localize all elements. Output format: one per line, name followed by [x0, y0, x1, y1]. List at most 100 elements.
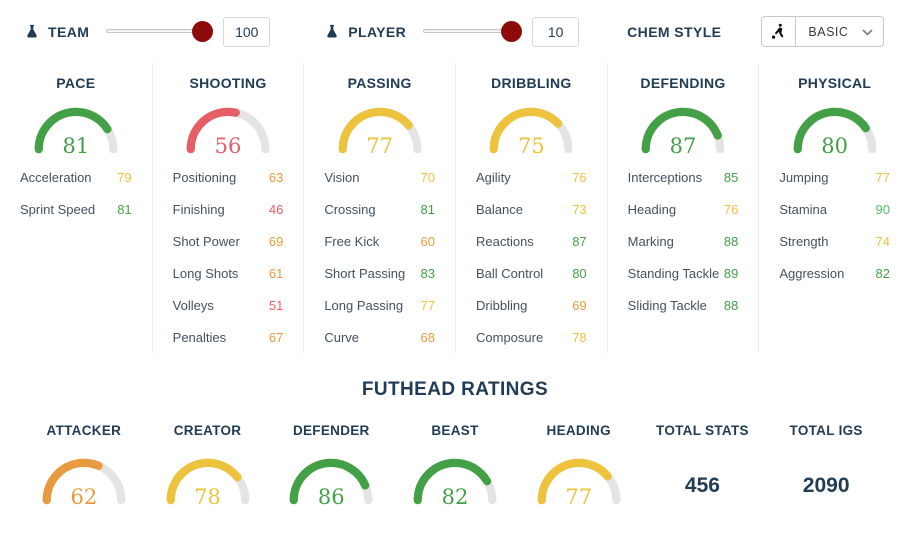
stat-label: Short Passing [324, 265, 406, 281]
stat-label: Long Shots [172, 265, 239, 281]
stat-row: Positioning 63 [153, 161, 304, 193]
stat-row: Sliding Tackle 88 [608, 289, 759, 321]
stat-row: Marking 88 [608, 225, 759, 257]
futhead-rating-attacker: ATTACKER 62 [22, 415, 146, 512]
gauge-value: 77 [366, 134, 394, 158]
futhead-rating-gauge: 77 [533, 454, 625, 509]
stat-label: Balance [476, 201, 523, 217]
stat-value: 77 [420, 297, 435, 313]
chem-style-label: CHEM STYLE [627, 23, 722, 40]
rating-header: ATTACKER [46, 423, 122, 438]
stat-label: Standing Tackle [627, 265, 720, 281]
stat-row: Long Passing 77 [304, 289, 455, 321]
stat-value: 63 [268, 169, 284, 185]
stat-value: 79 [117, 169, 132, 185]
category-column-defending: DEFENDING 87 Interceptions 85 Heading 76 Marki… [606, 63, 759, 353]
futhead-ratings-title: FUTHEAD RATINGS [361, 379, 549, 400]
futhead-rating-defender: DEFENDER 86 [269, 415, 393, 512]
category-column-passing: PASSING 77 Vision 70 Crossing 81 Free Kick 60 Sh… [303, 63, 455, 353]
category-column-pace: PACE 81 Acceleration 79 Sprint Speed 81 [0, 63, 152, 353]
stat-value: 88 [723, 297, 739, 313]
player-value-input[interactable]: 10 [532, 16, 580, 47]
stat-row: Crossing 81 [304, 193, 455, 225]
stat-row: Jumping 77 [759, 161, 910, 193]
category-gauge: 87 [637, 103, 729, 158]
stat-value: 89 [723, 265, 739, 281]
stat-label: Crossing [324, 201, 376, 217]
category-header: PASSING [347, 75, 412, 91]
futhead-rating-beast: BEAST 82 [393, 415, 517, 512]
total-header: TOTAL IGS [789, 423, 863, 438]
stat-list: Positioning 63 Finishing 46 Shot Power 69 Long… [153, 161, 304, 353]
stat-row: Agility 76 [456, 161, 607, 193]
stat-row: Free Kick 60 [304, 225, 455, 257]
category-header: DEFENDING [640, 75, 726, 91]
stat-list: Jumping 77 Stamina 90 Strength 74 Aggression 82 [759, 161, 910, 289]
stat-value: 77 [875, 169, 890, 185]
attribute-categories-grid: PACE 81 Acceleration 79 Sprint Speed 81 SHOOTI… [0, 63, 910, 353]
stat-value: 69 [268, 233, 284, 249]
stat-row: Ball Control 80 [456, 257, 607, 289]
player-slider[interactable] [423, 21, 523, 42]
category-gauge: 56 [182, 103, 274, 158]
rating-header: CREATOR [173, 423, 242, 438]
stat-value: 70 [420, 169, 435, 185]
kicking-player-icon [762, 17, 797, 46]
stat-label: Free Kick [324, 233, 380, 249]
futhead-rating-gauge: 62 [38, 454, 130, 509]
gauge-value: 86 [317, 485, 345, 509]
stat-label: Composure [476, 329, 544, 345]
stat-row: Curve 68 [304, 321, 455, 353]
stat-row: Balance 73 [456, 193, 607, 225]
stat-value: 60 [420, 233, 435, 249]
stat-value: 90 [875, 201, 890, 217]
total-header: TOTAL STATS [656, 423, 749, 438]
futhead-rating-gauge: 82 [409, 454, 501, 509]
stat-row: Acceleration 79 [0, 161, 152, 193]
stat-row: Interceptions 85 [608, 161, 759, 193]
stat-list: Interceptions 85 Heading 76 Marking 88 Standin… [608, 161, 759, 321]
team-slider-handle[interactable] [192, 21, 214, 42]
stat-label: Dribbling [476, 297, 528, 313]
player-slider-handle[interactable] [501, 21, 523, 42]
category-gauge: 75 [485, 103, 577, 158]
gauge-value: 80 [821, 134, 849, 158]
stat-value: 68 [420, 329, 435, 345]
stat-value: 88 [723, 233, 739, 249]
team-value-input[interactable]: 100 [223, 16, 271, 47]
stat-label: Agility [476, 169, 511, 185]
category-gauge: 77 [334, 103, 426, 158]
stat-value: 76 [572, 169, 587, 185]
flask-icon [24, 22, 40, 41]
stat-value: 81 [117, 201, 132, 217]
category-column-dribbling: DRIBBLING 75 Agility 76 Balance 73 Reactions 87… [455, 63, 607, 353]
stat-label: Long Passing [324, 297, 404, 313]
gauge-value: 87 [669, 134, 697, 158]
stat-row: Vision 70 [304, 161, 455, 193]
stat-label: Interceptions [627, 169, 703, 185]
stat-label: Aggression [779, 265, 845, 281]
stat-row: Dribbling 69 [456, 289, 607, 321]
category-gauge: 81 [30, 103, 122, 158]
stat-label: Stamina [779, 201, 828, 217]
stat-row: Shot Power 69 [153, 225, 304, 257]
stat-row: Stamina 90 [759, 193, 910, 225]
gauge-value: 56 [214, 134, 242, 158]
stat-value: 51 [268, 297, 284, 313]
total-value: 2090 [802, 474, 850, 497]
stat-label: Acceleration [20, 169, 92, 185]
futhead-rating-gauge: 86 [285, 454, 377, 509]
category-header: SHOOTING [189, 75, 267, 91]
stat-row: Standing Tackle 89 [608, 257, 759, 289]
team-slider[interactable] [106, 21, 214, 42]
chevron-down-icon [862, 29, 873, 36]
stat-row: Composure 78 [456, 321, 607, 353]
category-column-shooting: SHOOTING 56 Positioning 63 Finishing 46 Shot P… [151, 63, 304, 353]
gauge-value: 81 [62, 134, 90, 158]
stat-value: 69 [572, 297, 587, 313]
stat-value: 85 [723, 169, 739, 185]
chem-style-dropdown[interactable]: BASIC [761, 16, 885, 47]
category-header: DRIBBLING [491, 75, 572, 91]
stat-row: Heading 76 [608, 193, 759, 225]
team-label: TEAM [48, 23, 90, 40]
